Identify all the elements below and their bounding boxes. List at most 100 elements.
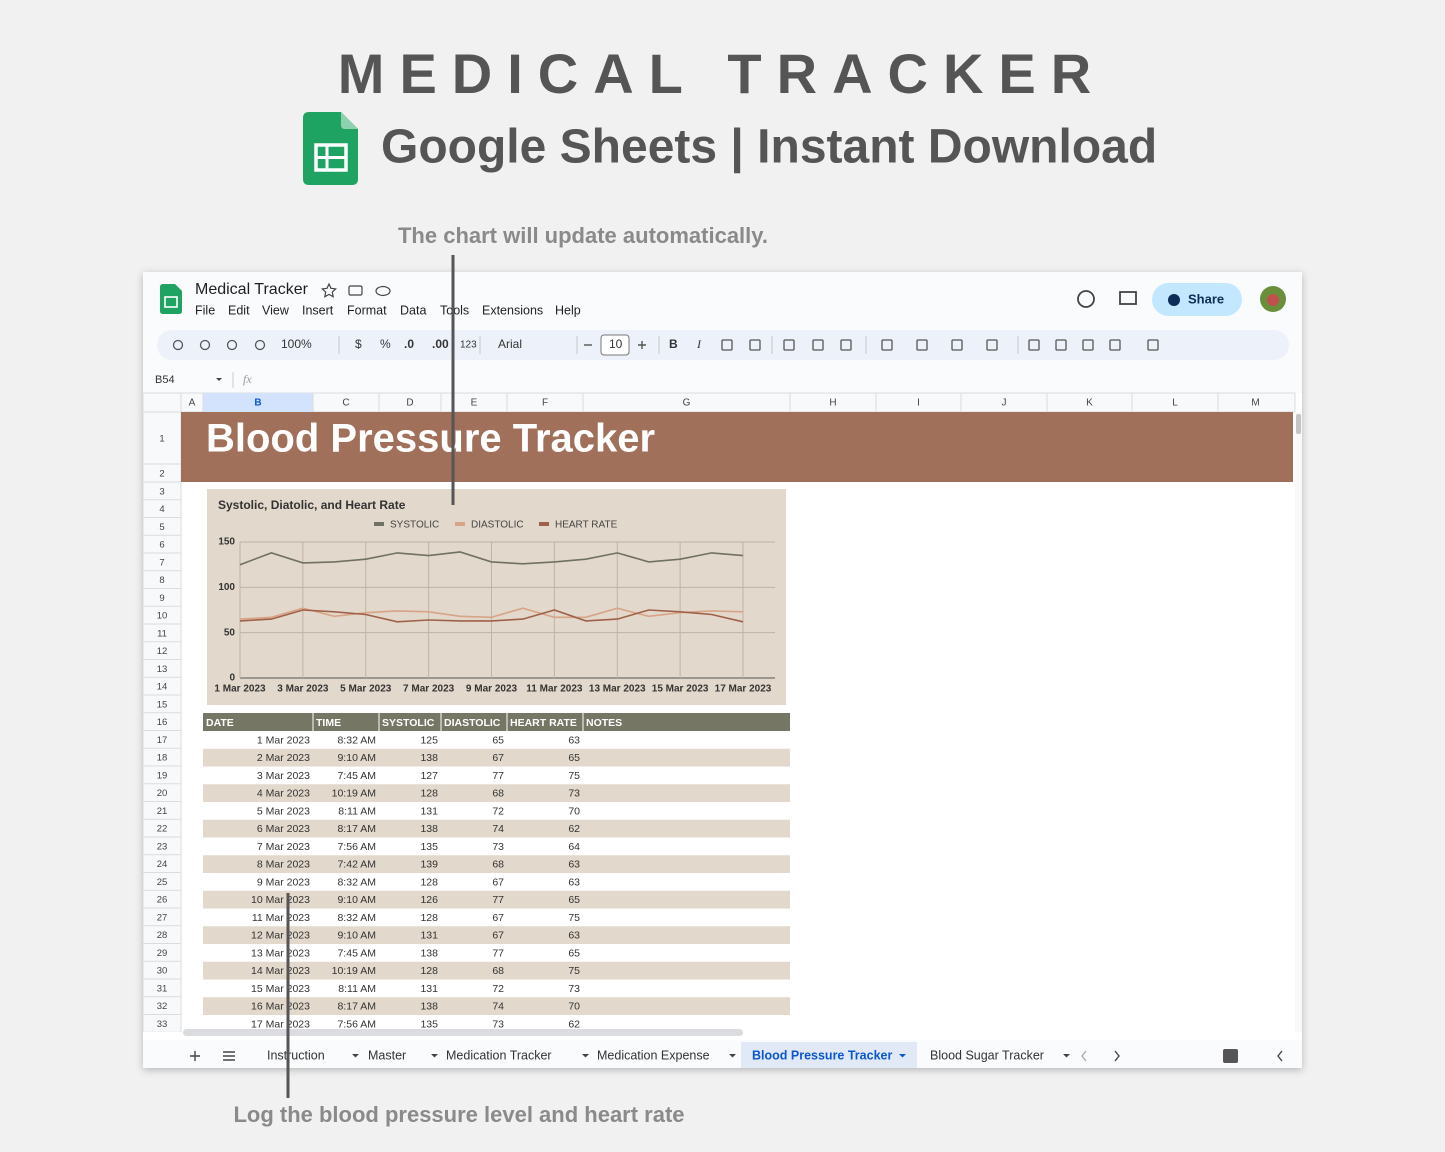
tab-prev[interactable] <box>1081 1050 1087 1062</box>
row-number[interactable]: 14 <box>157 682 168 693</box>
row-number[interactable]: 19 <box>157 770 168 781</box>
collapse-icon[interactable] <box>1277 1050 1283 1062</box>
column-letter[interactable]: B <box>254 398 261 409</box>
cloud-icon[interactable] <box>375 285 391 297</box>
toolbar-icon[interactable] <box>1109 339 1121 351</box>
column-letter[interactable]: E <box>471 398 478 409</box>
toolbar-icon[interactable] <box>1147 339 1159 351</box>
sheet-tab[interactable]: Medication Expense <box>597 1048 710 1062</box>
row-number[interactable]: 28 <box>157 930 168 941</box>
history-icon[interactable] <box>1077 290 1095 308</box>
toolbar-icon[interactable] <box>226 339 238 351</box>
row-number[interactable]: 10 <box>157 611 168 622</box>
menu-item[interactable]: Format <box>347 303 387 317</box>
move-icon[interactable] <box>348 285 363 296</box>
row-number[interactable]: 31 <box>157 983 168 994</box>
toolbar-icon[interactable] <box>1082 339 1094 351</box>
sheet-tab[interactable]: Instruction <box>267 1048 325 1062</box>
row-number[interactable]: 29 <box>157 948 168 959</box>
column-letter[interactable]: A <box>189 398 196 409</box>
menu-item[interactable]: View <box>262 303 290 317</box>
row-number[interactable]: 5 <box>159 522 164 533</box>
row-number[interactable]: 15 <box>157 699 168 710</box>
sheet-tab[interactable]: Medication Tracker <box>446 1048 552 1062</box>
toolbar-icon[interactable] <box>986 339 998 351</box>
explore-icon[interactable] <box>1223 1049 1238 1063</box>
toolbar-icon[interactable] <box>172 339 184 351</box>
toolbar-icon[interactable] <box>916 339 928 351</box>
row-number[interactable]: 8 <box>159 575 164 586</box>
toolbar-icon[interactable] <box>749 339 761 351</box>
toolbar-item[interactable]: 123 <box>460 340 477 351</box>
toolbar-item[interactable]: $ <box>355 337 362 351</box>
toolbar-icon[interactable] <box>783 339 795 351</box>
toolbar-item[interactable]: 100% <box>281 337 312 351</box>
tab-next[interactable] <box>1114 1050 1120 1062</box>
row-number[interactable]: 18 <box>157 753 168 764</box>
row-number[interactable]: 25 <box>157 877 168 888</box>
row-number[interactable]: 33 <box>157 1019 168 1030</box>
toolbar-icon[interactable] <box>840 339 852 351</box>
toolbar-icon[interactable] <box>254 339 266 351</box>
column-letter[interactable]: M <box>1251 398 1259 409</box>
row-number[interactable]: 1 <box>159 434 164 445</box>
toolbar-item[interactable]: .00 <box>432 337 449 351</box>
sheet-tab[interactable]: Blood Sugar Tracker <box>930 1048 1044 1062</box>
row-number[interactable]: 11 <box>157 628 167 639</box>
plus-icon[interactable] <box>638 341 646 349</box>
menu-item[interactable]: Tools <box>440 303 469 317</box>
toolbar-item[interactable]: 10 <box>609 337 623 351</box>
toolbar-icon[interactable] <box>881 339 893 351</box>
row-number[interactable]: 20 <box>157 788 168 799</box>
menu-item[interactable]: Data <box>400 303 426 317</box>
toolbar-item[interactable]: Arial <box>498 337 522 351</box>
sheet-tab[interactable]: Master <box>368 1048 406 1062</box>
row-number[interactable]: 2 <box>159 469 164 480</box>
row-number[interactable]: 21 <box>157 806 168 817</box>
column-letter[interactable]: G <box>683 398 691 409</box>
menu-item[interactable]: Edit <box>228 303 250 317</box>
column-letter[interactable]: F <box>542 398 548 409</box>
column-letter[interactable]: L <box>1172 398 1178 409</box>
column-letter[interactable]: K <box>1086 398 1093 409</box>
toolbar-item[interactable]: B <box>669 337 678 351</box>
toolbar-item[interactable]: .0 <box>404 337 414 351</box>
row-number[interactable]: 12 <box>157 646 168 657</box>
menu-item[interactable]: File <box>195 303 215 317</box>
row-number[interactable]: 17 <box>157 735 168 746</box>
column-letter[interactable]: I <box>917 398 920 409</box>
row-number[interactable]: 9 <box>159 593 164 604</box>
column-letter[interactable]: J <box>1002 398 1007 409</box>
row-number[interactable]: 13 <box>157 664 168 675</box>
toolbar-icon[interactable] <box>812 339 824 351</box>
row-number[interactable]: 30 <box>157 966 168 977</box>
column-letter[interactable]: H <box>829 398 836 409</box>
row-number[interactable]: 32 <box>157 1001 168 1012</box>
sheet-tab[interactable]: Blood Pressure Tracker <box>752 1048 892 1062</box>
comment-icon[interactable] <box>1119 291 1137 305</box>
column-letter[interactable]: D <box>406 398 413 409</box>
v-scroll-thumb[interactable] <box>1296 414 1301 434</box>
add-sheet-icon[interactable] <box>190 1051 200 1061</box>
row-number[interactable]: 3 <box>159 486 164 497</box>
toolbar-item[interactable]: % <box>380 337 391 351</box>
row-number[interactable]: 16 <box>157 717 168 728</box>
toolbar-icon[interactable] <box>1028 339 1040 351</box>
star-icon[interactable] <box>320 282 338 298</box>
share-button[interactable] <box>1152 283 1242 316</box>
toolbar-icon[interactable] <box>951 339 963 351</box>
row-number[interactable]: 26 <box>157 895 168 906</box>
row-number[interactable]: 4 <box>159 504 164 515</box>
row-number[interactable]: 6 <box>159 540 164 551</box>
toolbar-icon[interactable] <box>1055 339 1067 351</box>
row-number[interactable]: 27 <box>157 912 168 923</box>
row-number[interactable]: 23 <box>157 841 168 852</box>
row-number[interactable]: 22 <box>157 824 168 835</box>
column-letter[interactable]: C <box>342 398 349 409</box>
row-number[interactable]: 7 <box>159 557 164 568</box>
h-scroll-thumb[interactable] <box>183 1029 743 1036</box>
toolbar-item[interactable]: I <box>696 337 702 351</box>
font-size-box[interactable] <box>600 334 630 356</box>
all-sheets-icon[interactable] <box>223 1051 235 1061</box>
toolbar-icon[interactable] <box>721 339 733 351</box>
